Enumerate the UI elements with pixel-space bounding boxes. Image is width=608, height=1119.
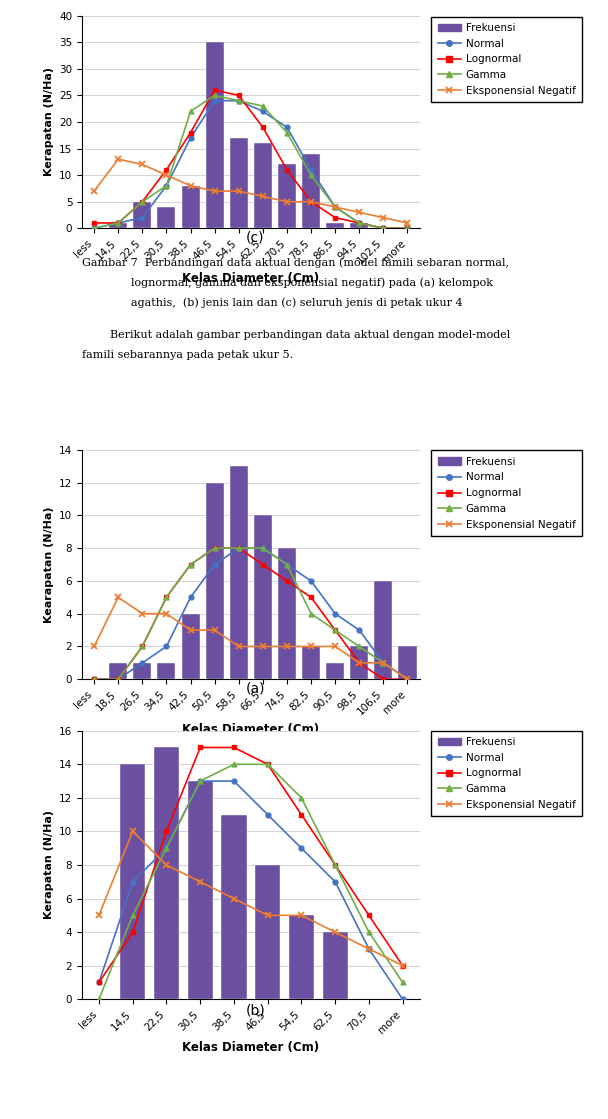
X-axis label: Kelas Diameter (Cm): Kelas Diameter (Cm) <box>182 1041 319 1054</box>
Bar <box>350 223 368 228</box>
X-axis label: Kelas Diameter (Cm): Kelas Diameter (Cm) <box>182 723 319 735</box>
Bar <box>157 207 176 228</box>
Legend: Frekuensi, Normal, Lognormal, Gamma, Eksponensial Negatif: Frekuensi, Normal, Lognormal, Gamma, Eks… <box>432 17 582 102</box>
Bar <box>154 747 179 999</box>
Bar <box>230 138 248 228</box>
Text: (b): (b) <box>246 1004 265 1018</box>
Bar <box>182 186 199 228</box>
Bar <box>322 932 348 999</box>
Bar <box>109 223 127 228</box>
Bar <box>120 764 145 999</box>
Y-axis label: Kerapatan (N/Ha): Kerapatan (N/Ha) <box>44 67 54 177</box>
Bar <box>133 662 151 679</box>
Bar <box>302 153 320 228</box>
Text: (a): (a) <box>246 681 265 696</box>
X-axis label: Kelas Diameter (Cm): Kelas Diameter (Cm) <box>182 272 319 284</box>
Bar <box>255 865 280 999</box>
Bar <box>221 815 247 999</box>
Text: Gambar 7  Perbandingan data aktual dengan (model famili sebaran normal,: Gambar 7 Perbandingan data aktual dengan… <box>82 257 509 267</box>
Text: Berikut adalah gambar perbandingan data aktual dengan model-model: Berikut adalah gambar perbandingan data … <box>82 330 510 340</box>
Text: (c): (c) <box>246 231 264 245</box>
Legend: Frekuensi, Normal, Lognormal, Gamma, Eksponensial Negatif: Frekuensi, Normal, Lognormal, Gamma, Eks… <box>432 451 582 536</box>
Bar <box>278 548 296 679</box>
Bar <box>187 781 213 999</box>
Bar <box>157 662 176 679</box>
Text: lognormal, gamma dan eksponensial negatif) pada (a) kelompok: lognormal, gamma dan eksponensial negati… <box>82 278 493 288</box>
Bar <box>230 467 248 679</box>
Bar <box>326 662 344 679</box>
Bar <box>182 613 199 679</box>
Bar <box>254 516 272 679</box>
Bar <box>289 915 314 999</box>
Legend: Frekuensi, Normal, Lognormal, Gamma, Eksponensial Negatif: Frekuensi, Normal, Lognormal, Gamma, Eks… <box>432 731 582 816</box>
Bar <box>350 647 368 679</box>
Bar <box>206 482 224 679</box>
Text: agathis,  (b) jenis lain dan (c) seluruh jenis di petak ukur 4: agathis, (b) jenis lain dan (c) seluruh … <box>82 298 463 308</box>
Y-axis label: Kearapatan (N/Ha): Kearapatan (N/Ha) <box>44 506 54 623</box>
Text: famili sebarannya pada petak ukur 5.: famili sebarannya pada petak ukur 5. <box>82 350 293 360</box>
Bar <box>398 647 416 679</box>
Bar <box>109 662 127 679</box>
Bar <box>302 647 320 679</box>
Bar <box>133 201 151 228</box>
Bar <box>254 143 272 228</box>
Bar <box>278 164 296 228</box>
Bar <box>375 581 392 679</box>
Bar <box>326 223 344 228</box>
Bar <box>206 43 224 228</box>
Y-axis label: Kerapatan (N/Ha): Kerapatan (N/Ha) <box>44 810 54 920</box>
